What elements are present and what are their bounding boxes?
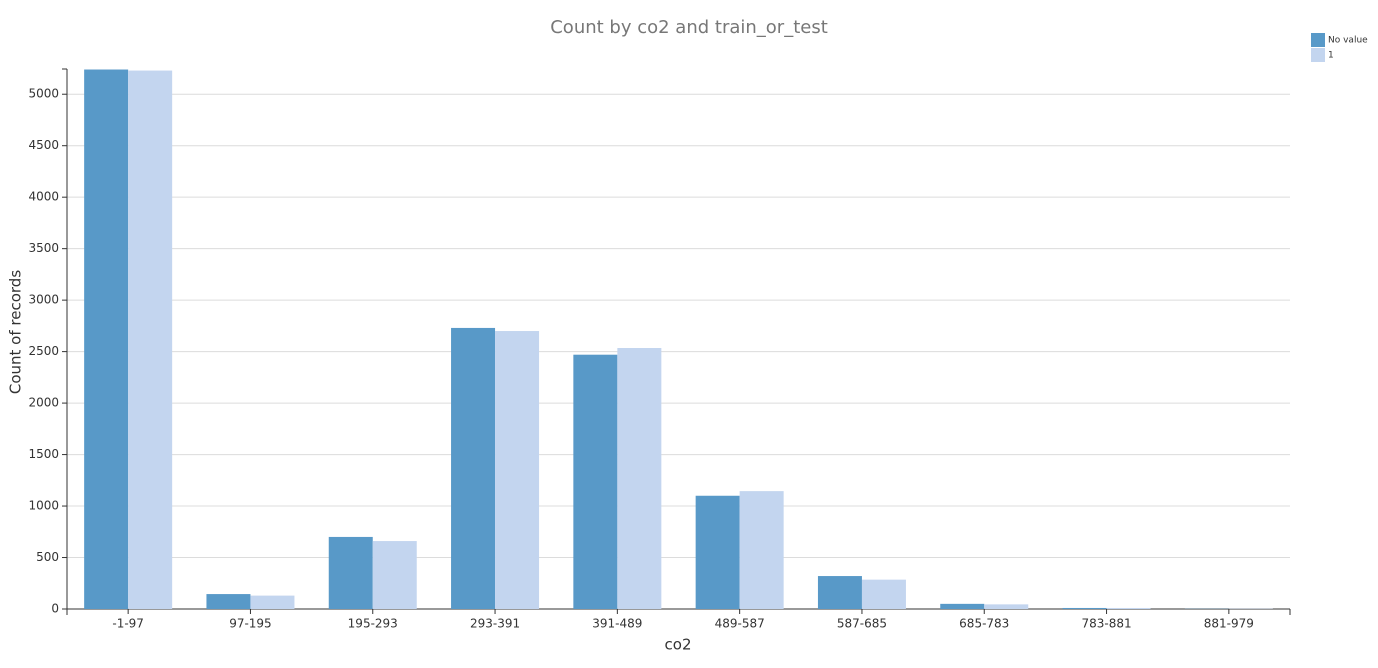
x-tick-label: 195-293	[348, 617, 398, 631]
chart-title: Count by co2 and train_or_test	[550, 17, 828, 38]
x-tick-label: 489-587	[715, 617, 765, 631]
y-tick-label: 5000	[28, 87, 59, 101]
bar	[573, 354, 618, 609]
bar	[451, 327, 496, 609]
bar	[328, 536, 373, 609]
bar	[739, 491, 784, 609]
x-tick-label: 293-391	[470, 617, 520, 631]
x-tick-label: 391-489	[592, 617, 642, 631]
y-tick-label: 2500	[28, 344, 59, 358]
bar	[250, 595, 295, 609]
x-tick-label: 881-979	[1204, 617, 1254, 631]
bar	[84, 69, 129, 610]
legend-swatch	[1311, 33, 1325, 47]
y-tick-label: 1500	[28, 447, 59, 461]
bar	[984, 604, 1029, 609]
y-tick-label: 1000	[28, 499, 59, 513]
y-axis-label: Count of records	[7, 270, 25, 394]
x-tick-label: 685-783	[959, 617, 1009, 631]
bar	[1106, 607, 1151, 609]
bar	[495, 331, 540, 609]
legend-label: 1	[1328, 51, 1334, 61]
x-tick-label: -1-97	[112, 617, 144, 631]
bar	[128, 70, 173, 610]
y-tick-label: 3000	[28, 293, 59, 307]
x-axis-label: co2	[665, 636, 692, 654]
bar	[372, 541, 417, 609]
y-tick-label: 500	[36, 550, 59, 564]
bar	[940, 603, 985, 609]
bar	[695, 495, 740, 609]
y-tick-label: 0	[51, 602, 59, 616]
y-tick-label: 2000	[28, 396, 59, 410]
legend-swatch	[1311, 48, 1325, 62]
legend-label: No value	[1328, 36, 1368, 46]
x-tick-label: 783-881	[1081, 617, 1131, 631]
y-tick-label: 3500	[28, 241, 59, 255]
y-tick-label: 4500	[28, 138, 59, 152]
bar	[1062, 607, 1107, 609]
y-tick-label: 4000	[28, 190, 59, 204]
bar	[206, 594, 251, 609]
bar	[817, 576, 862, 609]
bar	[617, 348, 662, 609]
x-tick-label: 97-195	[229, 617, 272, 631]
bar	[861, 579, 906, 609]
x-tick-label: 587-685	[837, 617, 887, 631]
